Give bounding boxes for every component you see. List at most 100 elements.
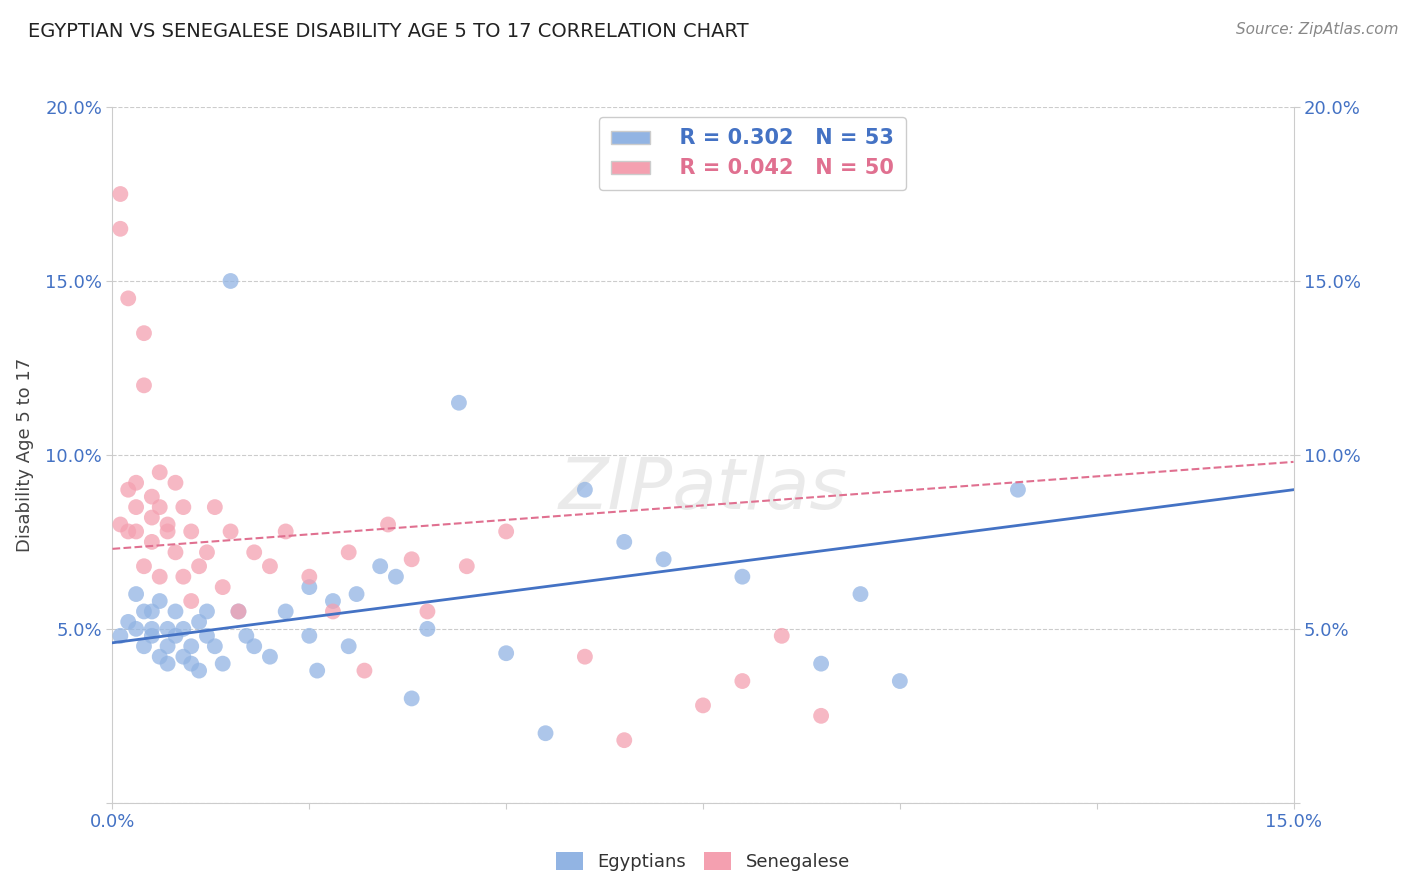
Point (416, 605, 439, 619)
Point (219, 524, 242, 539)
Point (188, 664, 211, 678)
Point (322, 605, 344, 619)
Point (180, 639, 202, 653)
Point (204, 639, 226, 653)
Point (141, 510, 163, 524)
Point (652, 552, 675, 566)
Text: EGYPTIAN VS SENEGALESE DISABILITY AGE 5 TO 17 CORRELATION CHART: EGYPTIAN VS SENEGALESE DISABILITY AGE 5 … (28, 22, 749, 41)
Point (534, 726, 557, 740)
Point (447, 396, 470, 410)
Point (416, 622, 439, 636)
Point (117, 615, 139, 629)
Point (1007, 483, 1029, 497)
Point (456, 559, 478, 574)
Point (243, 545, 266, 559)
Text: Source: ZipAtlas.com: Source: ZipAtlas.com (1236, 22, 1399, 37)
Point (172, 570, 194, 584)
Point (731, 570, 754, 584)
Point (211, 657, 233, 671)
Point (337, 639, 360, 653)
Point (165, 605, 187, 619)
Point (180, 594, 202, 608)
Point (495, 524, 517, 539)
Point (228, 605, 250, 619)
Point (156, 517, 179, 532)
Point (195, 545, 218, 559)
Point (156, 657, 179, 671)
Point (574, 483, 596, 497)
Point (165, 545, 187, 559)
Point (274, 524, 297, 539)
Point (141, 622, 163, 636)
Point (235, 629, 257, 643)
Point (889, 674, 911, 689)
Point (132, 605, 155, 619)
Point (243, 639, 266, 653)
Point (368, 559, 391, 574)
Point (117, 483, 139, 497)
Point (353, 664, 375, 678)
Point (110, 517, 132, 532)
Point (110, 629, 132, 643)
Point (298, 629, 321, 643)
Point (141, 534, 163, 549)
Point (132, 378, 155, 392)
Point (165, 629, 187, 643)
Point (141, 629, 163, 643)
Point (849, 587, 872, 601)
Point (385, 570, 408, 584)
Point (188, 559, 211, 574)
Point (770, 629, 793, 643)
Point (259, 649, 281, 664)
Point (495, 646, 517, 660)
Point (613, 733, 636, 747)
Point (307, 664, 329, 678)
Point (204, 500, 226, 514)
Point (117, 291, 139, 305)
Point (132, 326, 155, 340)
Point (274, 605, 297, 619)
Point (211, 580, 233, 594)
Point (613, 534, 636, 549)
Point (125, 524, 148, 539)
Point (180, 524, 202, 539)
Point (172, 622, 194, 636)
Point (195, 605, 218, 619)
Point (110, 187, 132, 202)
Point (810, 708, 832, 723)
Point (574, 649, 596, 664)
Point (149, 594, 172, 608)
Point (125, 622, 148, 636)
Point (219, 274, 242, 288)
Point (298, 580, 321, 594)
Point (259, 559, 281, 574)
Point (156, 639, 179, 653)
Point (180, 657, 202, 671)
Point (337, 545, 360, 559)
Point (156, 524, 179, 539)
Point (141, 490, 163, 504)
Point (149, 500, 172, 514)
Point (149, 466, 172, 480)
Point (731, 674, 754, 689)
Point (149, 649, 172, 664)
Point (156, 622, 179, 636)
Point (692, 698, 714, 713)
Point (125, 587, 148, 601)
Point (401, 552, 423, 566)
Legend:   R = 0.302   N = 53,   R = 0.042   N = 50: R = 0.302 N = 53, R = 0.042 N = 50 (599, 117, 905, 190)
Point (165, 475, 187, 490)
Point (322, 594, 344, 608)
Point (117, 524, 139, 539)
Point (401, 691, 423, 706)
Point (810, 657, 832, 671)
Legend: Egyptians, Senegalese: Egyptians, Senegalese (548, 845, 858, 879)
Point (346, 587, 368, 601)
Y-axis label: Disability Age 5 to 17: Disability Age 5 to 17 (15, 358, 34, 552)
Point (195, 629, 218, 643)
Point (149, 570, 172, 584)
Point (172, 649, 194, 664)
Text: ZIPatlas: ZIPatlas (558, 455, 848, 524)
Point (110, 221, 132, 235)
Point (298, 570, 321, 584)
